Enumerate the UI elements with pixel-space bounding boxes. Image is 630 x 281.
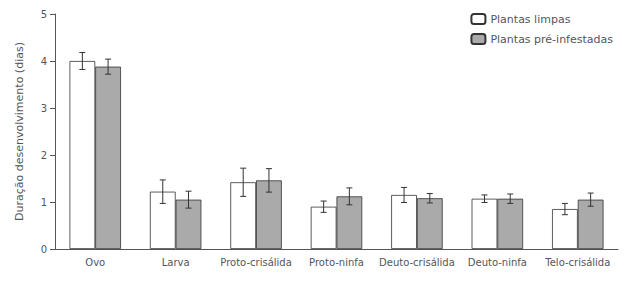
svg-text:2: 2 <box>41 150 47 161</box>
svg-text:Deuto-crisálida: Deuto-crisálida <box>379 257 455 268</box>
svg-text:Deuto-ninfa: Deuto-ninfa <box>468 257 527 268</box>
svg-text:Plantas limpas: Plantas limpas <box>490 13 570 26</box>
svg-text:4: 4 <box>41 56 47 67</box>
svg-text:5: 5 <box>41 9 47 20</box>
svg-text:0: 0 <box>41 244 47 255</box>
svg-text:Duração desenvolvimento (dias): Duração desenvolvimento (dias) <box>13 42 26 221</box>
svg-text:Ovo: Ovo <box>85 257 105 268</box>
svg-text:Proto-crisálida: Proto-crisálida <box>220 257 291 268</box>
svg-text:3: 3 <box>41 103 47 114</box>
svg-text:Plantas pré-infestadas: Plantas pré-infestadas <box>490 33 613 46</box>
svg-text:Telo-crisálida: Telo-crisálida <box>544 257 610 268</box>
svg-text:Proto-ninfa: Proto-ninfa <box>309 257 364 268</box>
svg-text:1: 1 <box>41 197 47 208</box>
svg-text:Larva: Larva <box>162 257 190 268</box>
